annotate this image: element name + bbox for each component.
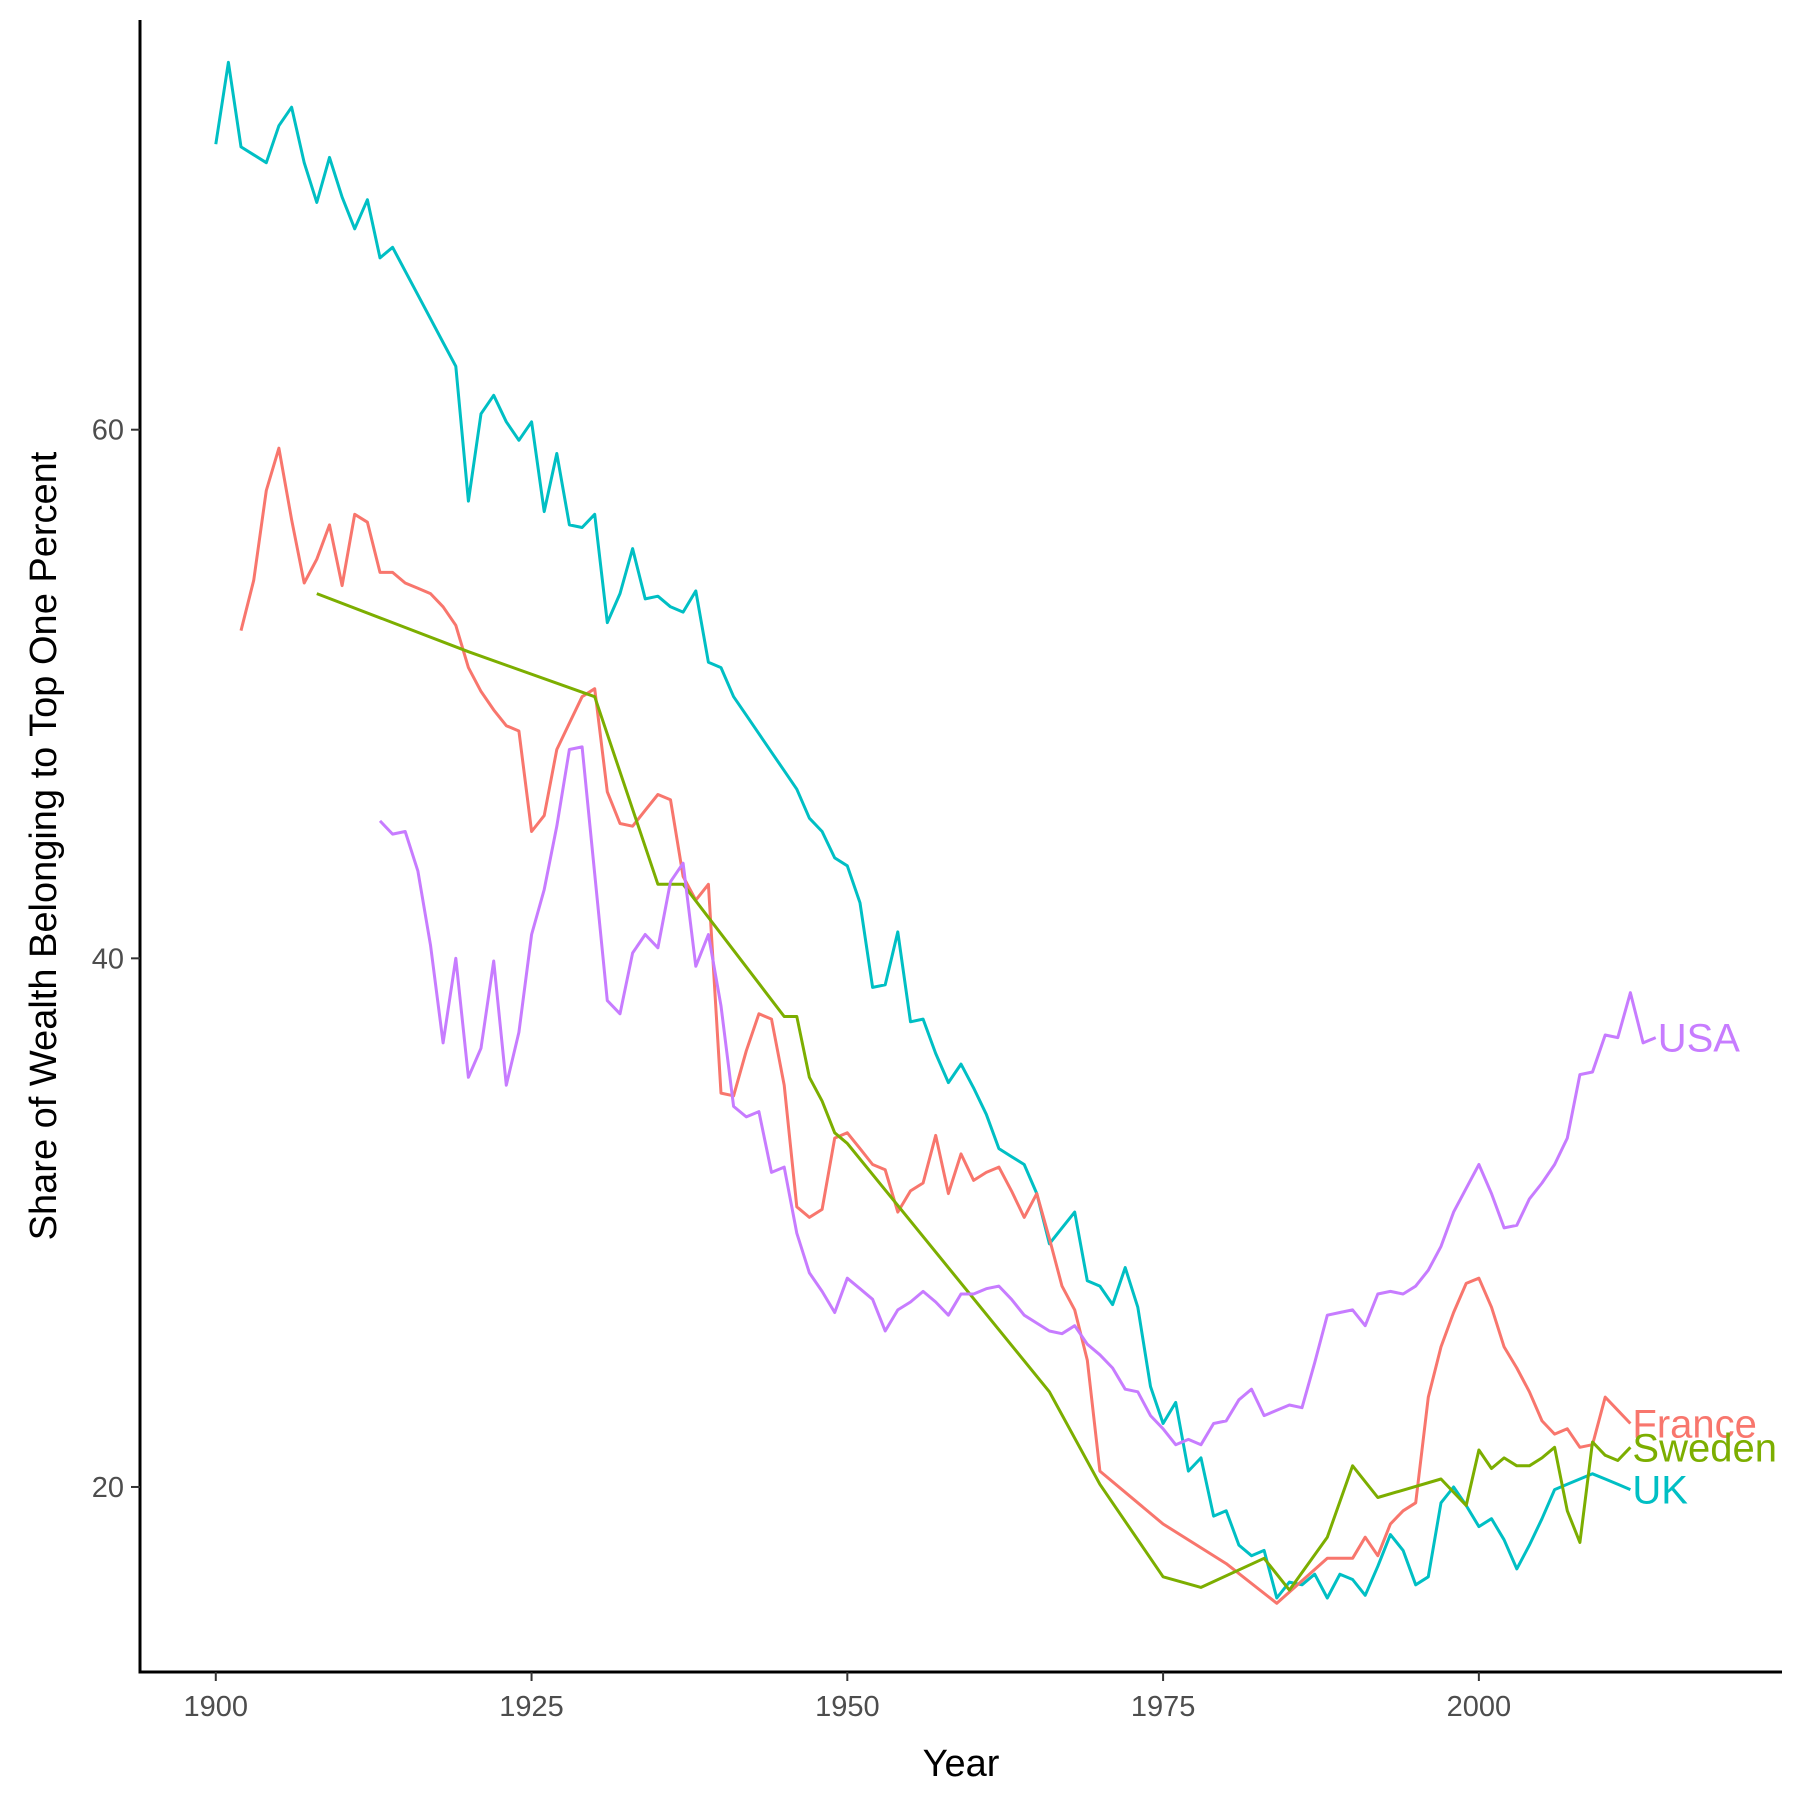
x-tick-label: 1975 <box>1131 1691 1196 1723</box>
x-axis-title: Year <box>923 1743 1000 1785</box>
series-lines <box>214 60 1657 1605</box>
series-label-uk: UK <box>1632 1469 1688 1513</box>
y-axis-ticks: 20 40 60 <box>92 415 140 1504</box>
series-line-sweden <box>316 592 1632 1592</box>
x-tick-label: 2000 <box>1447 1691 1512 1723</box>
axes <box>138 20 1782 1674</box>
x-tick-label: 1950 <box>815 1691 880 1723</box>
series-line-uk <box>214 60 1631 1600</box>
y-tick-label: 40 <box>92 943 124 975</box>
series-line-usa <box>378 745 1657 1447</box>
x-tick-label: 1900 <box>184 1691 249 1723</box>
y-tick-label: 60 <box>92 415 124 447</box>
y-axis-title: Share of Wealth Belonging to Top One Per… <box>23 451 65 1240</box>
series-label-france: France <box>1632 1403 1757 1447</box>
y-tick-label: 20 <box>92 1472 124 1504</box>
series-line-france <box>239 446 1632 1605</box>
series-label-usa: USA <box>1658 1017 1741 1061</box>
series-label-sweden: Sweden <box>1632 1426 1777 1470</box>
x-tick-label: 1925 <box>499 1691 564 1723</box>
x-axis-ticks: 1900 1925 1950 1975 2000 <box>184 1672 1512 1723</box>
